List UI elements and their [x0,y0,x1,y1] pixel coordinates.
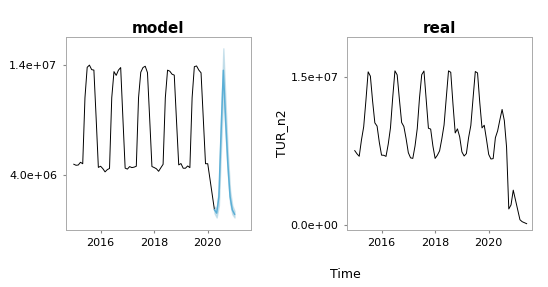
Y-axis label: TUR_n2: TUR_n2 [275,110,288,157]
Title: model: model [132,21,185,36]
Title: real: real [423,21,456,36]
Text: Time: Time [330,268,361,281]
